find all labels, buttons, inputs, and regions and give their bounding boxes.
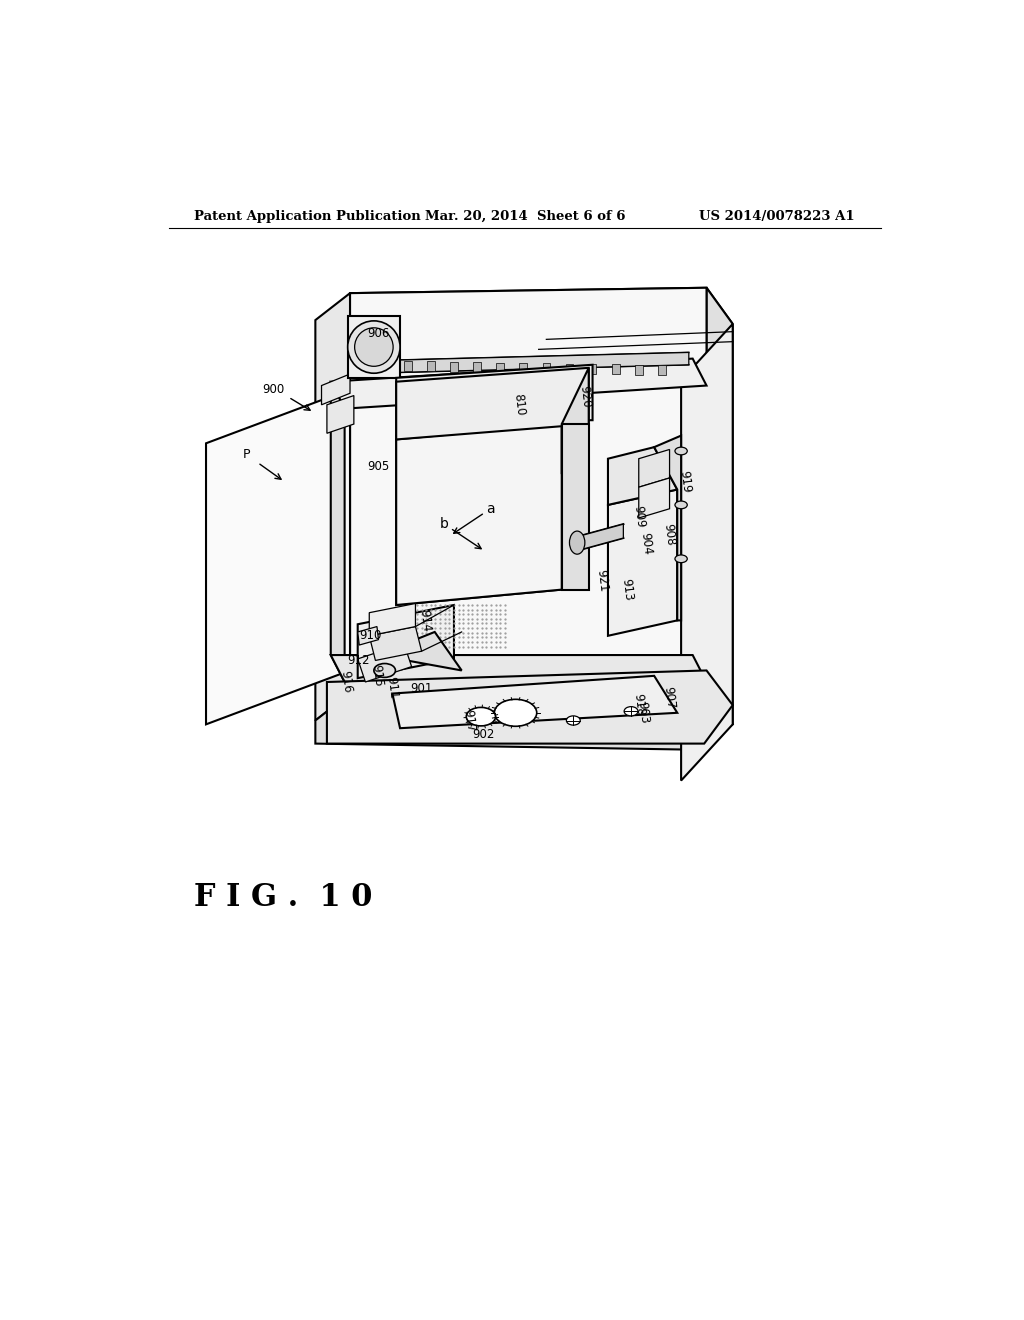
Ellipse shape — [675, 502, 687, 508]
Text: 902: 902 — [472, 727, 495, 741]
Polygon shape — [639, 478, 670, 517]
Polygon shape — [357, 644, 412, 682]
Text: 909: 909 — [631, 504, 646, 528]
Polygon shape — [543, 363, 550, 374]
Text: US 2014/0078223 A1: US 2014/0078223 A1 — [698, 210, 854, 223]
Polygon shape — [396, 352, 689, 372]
Polygon shape — [331, 381, 345, 682]
Polygon shape — [396, 424, 562, 605]
Polygon shape — [707, 288, 733, 725]
Polygon shape — [392, 676, 677, 729]
Polygon shape — [654, 436, 681, 620]
Polygon shape — [396, 364, 593, 436]
Polygon shape — [206, 389, 350, 725]
Polygon shape — [681, 323, 733, 780]
Text: Patent Application Publication: Patent Application Publication — [194, 210, 421, 223]
Polygon shape — [562, 424, 589, 590]
Text: 901: 901 — [411, 681, 433, 694]
Polygon shape — [370, 603, 416, 636]
Polygon shape — [370, 627, 422, 660]
Text: b: b — [439, 517, 449, 531]
Text: 915: 915 — [369, 664, 385, 688]
Text: 918: 918 — [631, 693, 646, 717]
Polygon shape — [357, 627, 379, 645]
Text: 810: 810 — [512, 393, 527, 417]
Polygon shape — [315, 293, 350, 721]
Ellipse shape — [374, 664, 395, 677]
Polygon shape — [473, 362, 481, 372]
Ellipse shape — [466, 708, 496, 726]
Polygon shape — [565, 363, 573, 374]
Polygon shape — [348, 317, 400, 378]
Polygon shape — [327, 671, 733, 743]
Text: 906: 906 — [368, 327, 390, 341]
Polygon shape — [658, 366, 666, 375]
Polygon shape — [327, 396, 354, 433]
Polygon shape — [639, 449, 670, 487]
Polygon shape — [635, 364, 643, 375]
Text: 910: 910 — [359, 630, 382, 643]
Text: a: a — [486, 502, 496, 516]
Text: 913: 913 — [620, 578, 635, 602]
Ellipse shape — [495, 700, 537, 726]
Text: 904: 904 — [639, 532, 654, 556]
Ellipse shape — [348, 321, 400, 374]
Polygon shape — [519, 363, 527, 374]
Polygon shape — [611, 364, 620, 375]
Text: 903: 903 — [635, 701, 650, 725]
Polygon shape — [403, 362, 412, 371]
Polygon shape — [377, 632, 462, 671]
Ellipse shape — [569, 531, 585, 554]
Text: Mar. 20, 2014  Sheet 6 of 6: Mar. 20, 2014 Sheet 6 of 6 — [425, 210, 625, 223]
Polygon shape — [357, 605, 454, 678]
Text: 900: 900 — [262, 383, 284, 396]
Text: 919: 919 — [677, 470, 693, 494]
Text: 921: 921 — [594, 569, 609, 593]
Ellipse shape — [354, 327, 393, 367]
Polygon shape — [581, 524, 624, 549]
Polygon shape — [350, 288, 707, 693]
Text: 920: 920 — [578, 385, 593, 409]
Polygon shape — [322, 374, 350, 405]
Ellipse shape — [675, 554, 687, 562]
Polygon shape — [608, 490, 677, 636]
Polygon shape — [331, 655, 707, 682]
Text: 914: 914 — [417, 609, 432, 632]
Text: 912: 912 — [347, 653, 370, 667]
Polygon shape — [608, 447, 677, 506]
Polygon shape — [396, 368, 589, 440]
Polygon shape — [562, 368, 589, 474]
Text: F I G .  1 0: F I G . 1 0 — [194, 882, 372, 913]
Ellipse shape — [566, 715, 581, 725]
Text: 905: 905 — [368, 459, 389, 473]
Text: 911: 911 — [385, 676, 400, 700]
Text: 907: 907 — [662, 685, 677, 709]
Text: P: P — [243, 449, 250, 462]
Text: 917: 917 — [462, 709, 477, 733]
Ellipse shape — [625, 706, 638, 715]
Text: 916: 916 — [338, 671, 354, 694]
Polygon shape — [315, 688, 733, 750]
Polygon shape — [427, 362, 435, 371]
Ellipse shape — [675, 447, 687, 455]
Text: 908: 908 — [662, 523, 677, 546]
Polygon shape — [451, 362, 458, 372]
Polygon shape — [350, 288, 733, 330]
Polygon shape — [589, 364, 596, 374]
Polygon shape — [497, 363, 504, 372]
Polygon shape — [331, 359, 707, 409]
Polygon shape — [396, 420, 562, 605]
